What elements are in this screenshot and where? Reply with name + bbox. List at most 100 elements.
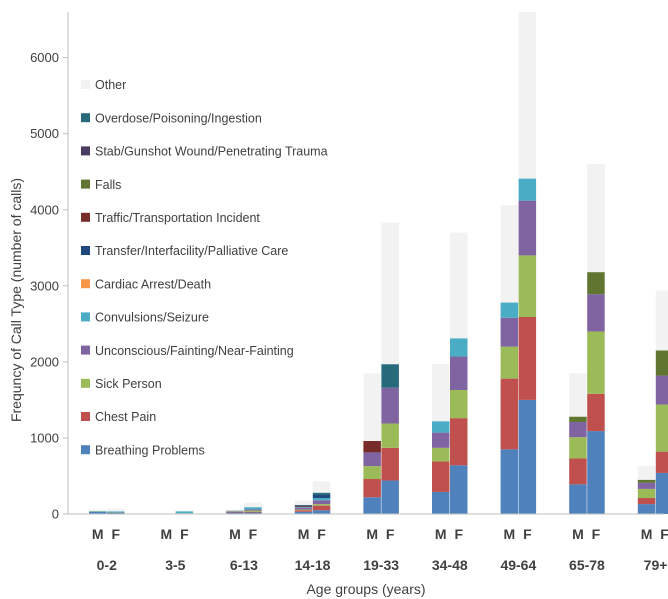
bar-segment	[363, 479, 381, 498]
bar-segment	[312, 505, 331, 511]
bar-segment	[655, 404, 668, 452]
bar-segment	[312, 494, 331, 499]
bar-segment	[381, 423, 399, 448]
bar-segment	[381, 364, 399, 388]
sex-label: M	[229, 526, 241, 542]
bar-segment	[381, 447, 399, 481]
legend-label: Falls	[95, 178, 121, 192]
bar-segment	[363, 452, 381, 467]
x-axis-label: Age groups (years)	[306, 581, 425, 597]
legend-swatch	[81, 246, 90, 255]
bar-segment	[655, 290, 668, 351]
sex-label: F	[454, 526, 463, 542]
bar-segment	[655, 451, 668, 473]
age-group-label: 79+	[644, 557, 668, 573]
bar-segment	[587, 331, 605, 394]
bar-segment	[450, 338, 468, 357]
y-tick-label: 2000	[30, 354, 59, 369]
legend-label: Chest Pain	[95, 410, 156, 424]
bar-segment	[518, 317, 537, 400]
bar-segment	[500, 205, 519, 303]
bar-segment	[381, 222, 399, 365]
bar-segment	[518, 399, 537, 514]
bar-segment	[450, 232, 468, 339]
bar-segment	[363, 440, 381, 453]
bar-segment	[107, 511, 125, 513]
bar-segment	[432, 491, 450, 514]
bar-segment	[175, 511, 194, 514]
bar-segment	[244, 511, 262, 513]
bar-segment	[637, 482, 656, 489]
legend-label: Unconscious/Fainting/Near-Fainting	[95, 344, 294, 358]
bar-segment	[363, 466, 381, 480]
bar-segment	[637, 479, 656, 483]
legend-swatch	[81, 378, 90, 388]
bar-segment	[244, 509, 262, 511]
legend-swatch	[81, 146, 90, 156]
legend-label: Other	[95, 78, 126, 92]
bar-segment	[312, 504, 331, 506]
y-tick-label: 3000	[30, 278, 59, 293]
sex-label: M	[435, 526, 447, 542]
bar-segment	[381, 387, 399, 424]
bar-segment	[569, 421, 587, 438]
bar-segment	[107, 512, 125, 514]
y-tick-label: 0	[52, 507, 59, 522]
bar-segment	[363, 497, 381, 514]
age-group-label: 19-33	[363, 557, 399, 573]
bar-segment	[432, 432, 450, 448]
legend-swatch	[81, 345, 90, 355]
sex-label: M	[504, 526, 516, 542]
bar-segment	[312, 498, 331, 501]
legend-swatch	[81, 279, 90, 289]
legend-label: Transfer/Interfacility/Palliative Care	[95, 244, 288, 258]
bar-segment	[432, 447, 450, 462]
bar-segment	[500, 302, 519, 318]
bar-segment	[587, 393, 605, 432]
bar-segment	[500, 378, 519, 450]
sex-label: F	[660, 526, 668, 542]
bar-segment	[500, 317, 519, 347]
age-group-label: 14-18	[295, 557, 331, 573]
bar-segment	[432, 421, 450, 433]
legend-label: Traffic/Transportation Incident	[95, 211, 260, 225]
bar-segment	[294, 509, 313, 511]
age-group-label: 3-5	[165, 557, 185, 573]
bar-segment	[655, 375, 668, 405]
bar-segment	[637, 466, 656, 480]
sex-label: M	[298, 526, 310, 542]
age-group-label: 49-64	[500, 557, 536, 573]
bar-segment	[655, 350, 668, 376]
y-tick-label: 4000	[30, 202, 59, 217]
bar-segment	[518, 12, 537, 179]
bar-segment	[244, 510, 262, 512]
bar-segment	[294, 500, 313, 505]
sex-label: F	[180, 526, 189, 542]
legend-swatch	[81, 212, 90, 222]
legend-swatch	[81, 445, 90, 455]
legend-swatch	[81, 113, 90, 123]
bar-segment	[569, 484, 587, 514]
bar-segment	[294, 511, 313, 514]
bar-segment	[107, 508, 125, 512]
bar-segment	[518, 200, 537, 256]
bar-segment	[655, 472, 668, 514]
bars-layer	[89, 12, 668, 514]
legend-swatch	[81, 179, 90, 189]
sex-label: M	[572, 526, 584, 542]
bar-segment	[450, 418, 468, 466]
bar-segment	[518, 178, 537, 201]
age-group-label: 0-2	[97, 557, 117, 573]
sex-label: F	[523, 526, 532, 542]
bar-segment	[432, 364, 450, 422]
bar-segment	[500, 449, 519, 514]
age-group-label: 65-78	[569, 557, 605, 573]
legend-label: Stab/Gunshot Wound/Penetrating Trauma	[95, 145, 328, 159]
bar-segment	[363, 373, 381, 441]
sex-label: M	[92, 526, 104, 542]
sex-label: M	[641, 526, 653, 542]
bar-segment	[244, 502, 262, 508]
age-group-label: 6-13	[230, 557, 258, 573]
bar-segment	[587, 272, 605, 295]
